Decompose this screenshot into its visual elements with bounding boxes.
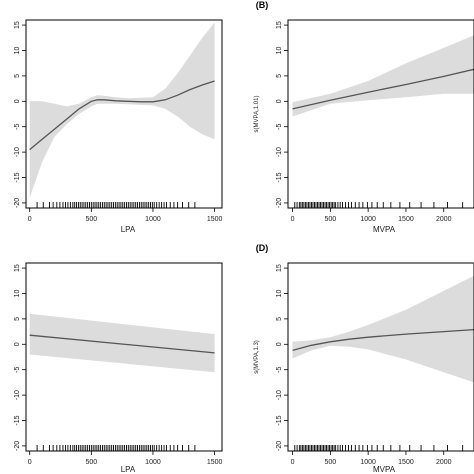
rug <box>294 445 464 451</box>
smooth-line <box>292 68 474 110</box>
y-tick-label: 5 <box>14 317 21 321</box>
y-tick-label: -5 <box>276 366 283 372</box>
y-axis-label: s(MVPA,1.01) <box>254 96 260 133</box>
panel-2: -20 -15 -10 -5 0 5 10 15 0 500 1000 1500 2000 MVPA s(M… <box>254 0 474 234</box>
panel-3: -20 -15 -10 -5 0 5 10 15 0 500 1000 1500 LPA <box>14 262 223 474</box>
y-tick-label: -5 <box>14 366 21 372</box>
panel-label: (D) <box>256 243 269 253</box>
y-tick-label: -5 <box>14 123 21 129</box>
x-tick-label: 1500 <box>207 216 223 223</box>
y-tick-label: -15 <box>14 172 21 182</box>
y-tick-label: -20 <box>276 198 283 208</box>
y-axis-label: s(MVPA,1.3) <box>254 340 260 374</box>
plot-frame <box>25 262 223 452</box>
x-tick-label: 500 <box>85 216 97 223</box>
smooth-line <box>29 334 215 354</box>
panel-label: (B) <box>256 0 269 10</box>
plot-frame <box>287 262 474 452</box>
confidence-band <box>292 35 474 117</box>
x-tick-label: 500 <box>324 459 336 466</box>
y-tick-label: 10 <box>14 289 21 297</box>
x-tick-label: 1500 <box>398 216 414 223</box>
y-tick-label: -10 <box>14 147 21 157</box>
x-tick-label: 1000 <box>145 216 161 223</box>
y-tick-label: 15 <box>14 21 21 29</box>
x-tick-label: 0 <box>291 459 295 466</box>
panel-1: -20 -15 -10 -5 0 5 10 15 0 500 1000 1500 LPA <box>14 19 223 234</box>
x-tick-label: 1000 <box>360 459 376 466</box>
y-tick-label: 10 <box>276 46 283 54</box>
x-tick-label: 2000 <box>436 459 452 466</box>
y-tick-label: 0 <box>276 342 283 346</box>
y-tick-label: -5 <box>276 123 283 129</box>
confidence-band <box>292 275 474 383</box>
y-tick-label: -10 <box>276 147 283 157</box>
x-tick-label: 1000 <box>145 459 161 466</box>
y-tick-label: 10 <box>276 289 283 297</box>
y-tick-label: -20 <box>276 441 283 451</box>
plot-frame <box>287 19 474 209</box>
y-tick-label: -15 <box>276 172 283 182</box>
y-tick-label: 5 <box>14 74 21 78</box>
y-tick-label: 15 <box>276 21 283 29</box>
y-tick-label: -15 <box>276 415 283 425</box>
y-tick-label: 0 <box>276 99 283 103</box>
x-tick-label: 0 <box>28 459 32 466</box>
x-tick-label: 1500 <box>207 459 223 466</box>
y-tick-label: 15 <box>276 264 283 272</box>
confidence-band <box>29 22 215 198</box>
y-tick-label: 0 <box>14 342 21 346</box>
x-tick-label: 1500 <box>398 459 414 466</box>
smooth-line <box>29 80 215 151</box>
x-tick-label: 0 <box>291 216 295 223</box>
x-tick-label: 500 <box>324 216 336 223</box>
x-axis-label: LPA <box>121 225 136 234</box>
rug <box>36 202 196 208</box>
x-tick-label: 2000 <box>436 216 452 223</box>
y-tick-label: 15 <box>14 264 21 272</box>
y-tick-label: -20 <box>14 441 21 451</box>
y-tick-label: 5 <box>276 317 283 321</box>
x-tick-label: 0 <box>28 216 32 223</box>
x-tick-label: 500 <box>85 459 97 466</box>
y-tick-label: -10 <box>14 390 21 400</box>
confidence-band <box>29 313 215 373</box>
y-tick-label: -10 <box>276 390 283 400</box>
x-axis-label: MVPA <box>373 225 396 234</box>
plot-frame <box>25 19 223 209</box>
x-axis-label: LPA <box>121 465 136 474</box>
y-tick-label: 0 <box>14 99 21 103</box>
y-tick-label: 10 <box>14 46 21 54</box>
y-tick-label: -15 <box>14 415 21 425</box>
x-tick-label: 1000 <box>360 216 376 223</box>
rug <box>294 202 464 208</box>
x-axis-label: MVPA <box>373 465 396 474</box>
panel-4: -20 -15 -10 -5 0 5 10 15 0 500 1000 1500 2000 MVPA s(M… <box>254 243 474 474</box>
y-tick-label: 5 <box>276 74 283 78</box>
y-tick-label: -20 <box>14 198 21 208</box>
smooth-line <box>292 328 474 352</box>
rug <box>36 445 196 451</box>
